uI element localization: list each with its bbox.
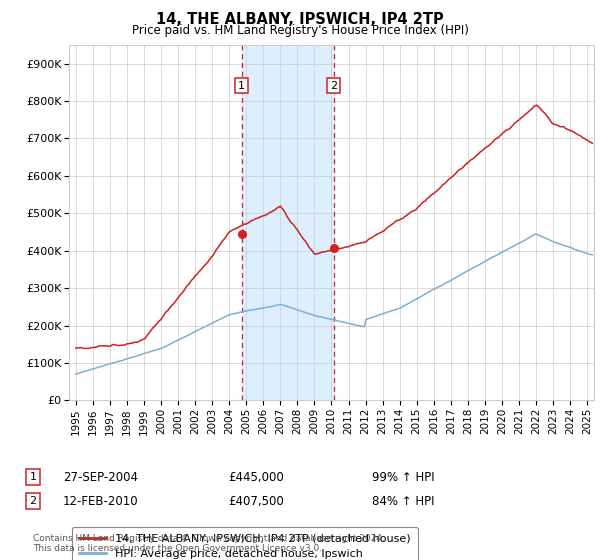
Text: £407,500: £407,500 [228,494,284,508]
Text: 1: 1 [238,81,245,91]
Text: 84% ↑ HPI: 84% ↑ HPI [372,494,434,508]
Text: Price paid vs. HM Land Registry's House Price Index (HPI): Price paid vs. HM Land Registry's House … [131,24,469,37]
Bar [242,45,334,400]
Legend: 14, THE ALBANY, IPSWICH, IP4 2TP (detached house), HPI: Average price, detached : 14, THE ALBANY, IPSWICH, IP4 2TP (detach… [72,527,418,560]
Text: 14, THE ALBANY, IPSWICH, IP4 2TP: 14, THE ALBANY, IPSWICH, IP4 2TP [156,12,444,27]
Text: Contains HM Land Registry data © Crown copyright and database right 2024.
This d: Contains HM Land Registry data © Crown c… [33,534,385,553]
Text: 2: 2 [330,81,337,91]
Text: 2: 2 [29,496,37,506]
Text: 1: 1 [29,472,37,482]
Text: £445,000: £445,000 [228,470,284,484]
Text: 27-SEP-2004: 27-SEP-2004 [63,470,138,484]
Text: 99% ↑ HPI: 99% ↑ HPI [372,470,434,484]
Text: 12-FEB-2010: 12-FEB-2010 [63,494,139,508]
